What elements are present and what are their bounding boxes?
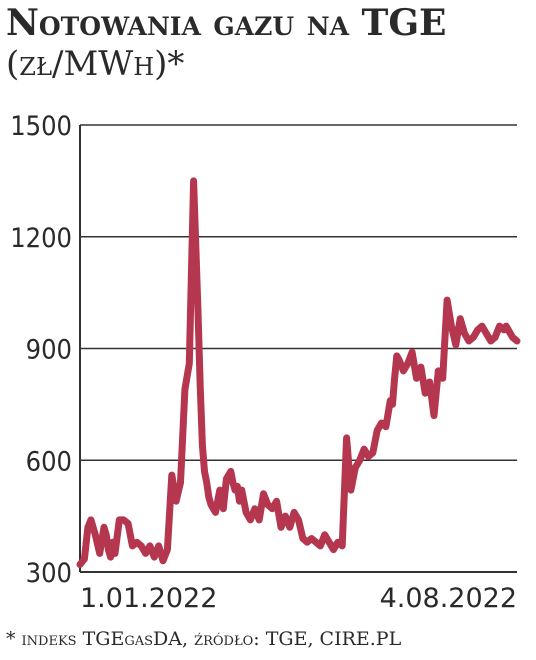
chart-title: Notowania gazu na TGE: [6, 2, 447, 44]
x-axis-ticks: 1.01.2022 4.08.2022: [80, 583, 517, 614]
series-line: [76, 177, 521, 568]
y-axis-ticks: 300 600 900 1200 1500: [10, 111, 72, 589]
y-tick-label: 1500: [10, 111, 72, 142]
x-tick-label-start: 1.01.2022: [80, 583, 217, 614]
x-tick-label-end: 4.08.2022: [380, 583, 517, 614]
y-tick-label: 1200: [10, 223, 72, 254]
chart-subtitle: (zł/MWh)*: [6, 44, 185, 84]
grid-lines: [79, 124, 517, 573]
y-tick-label: 900: [26, 335, 72, 366]
y-tick-label: 300: [26, 558, 72, 589]
y-tick-label: 600: [26, 446, 72, 477]
chart-footnote: * indeks TGEgasDA, źródło: TGE, CIRE.PL: [6, 628, 402, 650]
